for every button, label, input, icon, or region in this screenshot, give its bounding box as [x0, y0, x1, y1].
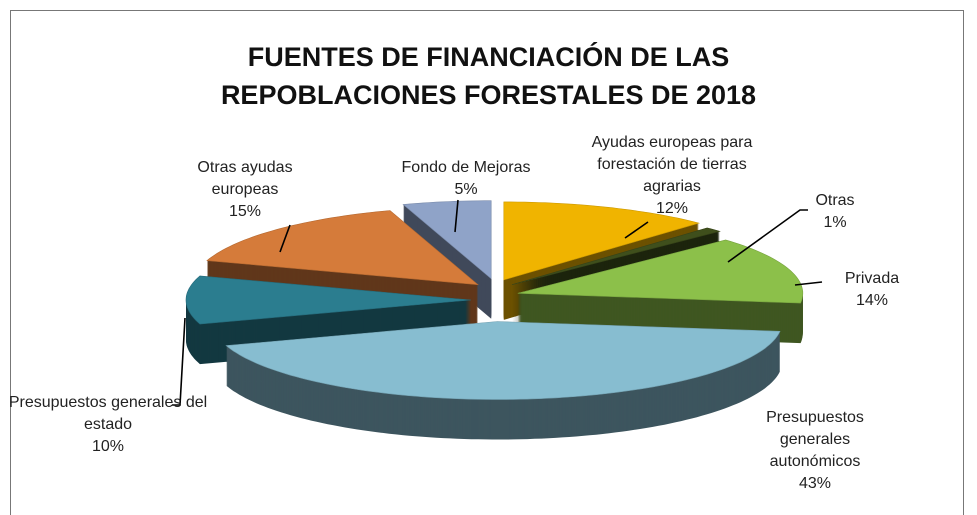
slice-top [511, 227, 721, 285]
slice-top [225, 321, 781, 400]
slice-top [185, 275, 472, 325]
category-label: Ayudas europeas para forestación de tier… [591, 134, 753, 195]
slice-label: Otras ayudas europeas 15% [180, 157, 310, 223]
category-label: Otras [815, 192, 855, 209]
leader-line [454, 199, 459, 233]
chart-frame [10, 10, 964, 515]
value-label: 1% [823, 214, 847, 231]
value-label: 15% [228, 203, 262, 220]
value-label: 10% [91, 438, 125, 455]
slice-top [503, 201, 701, 281]
slice-label: Privada 14% [827, 268, 917, 312]
slice-top [402, 200, 492, 280]
value-label: 12% [655, 200, 689, 217]
slice-label: Otras 1% [805, 190, 865, 234]
slice-top [206, 210, 479, 286]
leader-line [794, 281, 823, 286]
leader-line [624, 221, 649, 239]
leader-line [279, 224, 291, 253]
pie-slice [225, 321, 781, 440]
slice-label: Presupuestos generales del estado 10% [8, 392, 208, 458]
value-label: 43% [798, 475, 832, 492]
category-label: Presupuestos generales autonómicos [766, 409, 864, 470]
category-label: Otras ayudas europeas [197, 159, 293, 198]
category-label: Fondo de Mejoras [401, 159, 531, 176]
pie-slice [185, 275, 472, 365]
chart-title: FUENTES DE FINANCIACIÓN DE LAS REPOBLACI… [220, 42, 757, 110]
slice-top [517, 239, 804, 304]
value-label: 5% [454, 181, 478, 198]
leader-line [172, 317, 186, 406]
value-label: 14% [855, 292, 889, 309]
category-label: Presupuestos generales del estado [8, 394, 208, 433]
category-label: Privada [844, 270, 900, 287]
title-box: FUENTES DE FINANCIACIÓN DE LAS REPOBLACI… [0, 38, 977, 114]
slice-label: Ayudas europeas para forestación de tier… [582, 132, 762, 220]
slice-label: Presupuestos generales autonómicos 43% [745, 407, 885, 495]
slice-label: Fondo de Mejoras 5% [381, 157, 551, 201]
leader-line [727, 209, 808, 263]
